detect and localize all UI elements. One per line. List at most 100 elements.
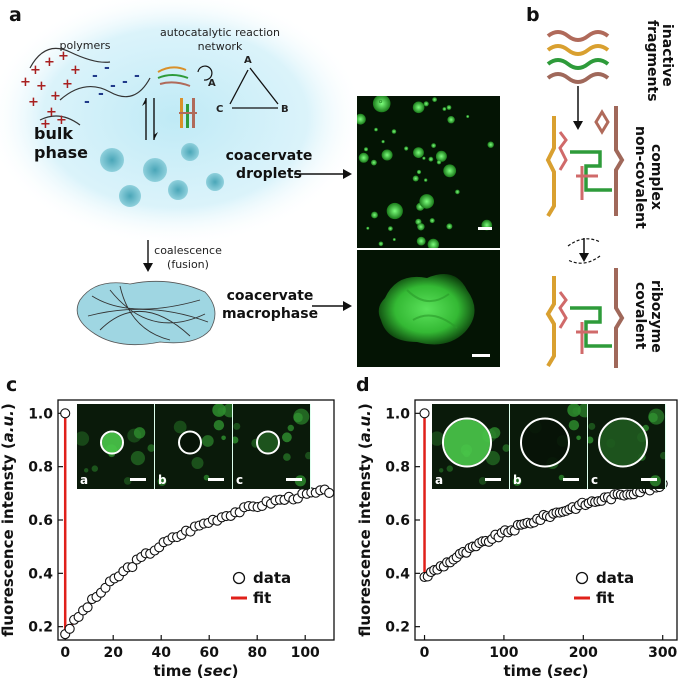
scale-bar: [286, 478, 302, 481]
droplet: [364, 147, 368, 152]
macrophase-image: [378, 274, 475, 345]
droplets-micrograph: [357, 96, 500, 248]
positive-charge: +: [70, 63, 81, 78]
x-tick-label: 200: [569, 645, 598, 661]
macrophase-blob: [76, 280, 216, 346]
inset-speckle: [293, 408, 310, 425]
bleach-spot: [258, 432, 278, 453]
droplet: [371, 211, 378, 219]
droplet: [423, 101, 429, 107]
y-tick-label: 0.2: [385, 620, 410, 636]
y-tick-label: 1.0: [28, 406, 53, 422]
y-tick-label: 0.6: [28, 513, 53, 529]
droplet: [412, 101, 425, 114]
droplet: [446, 223, 453, 230]
inset-speckle: [485, 451, 500, 466]
inset-speckle: [488, 427, 501, 439]
negative-charge: -: [122, 74, 128, 90]
panel-a-schematic: [0, 0, 360, 346]
x-axis-title: time (sec): [503, 662, 588, 680]
y-tick-label: 0.6: [385, 513, 410, 529]
y-tick-label: 0.8: [385, 460, 410, 476]
droplet: [416, 169, 422, 175]
droplet: [379, 100, 383, 104]
positive-charge: +: [20, 75, 31, 90]
inset-speckle: [588, 422, 596, 430]
bleach-spot: [180, 432, 200, 453]
droplet: [404, 146, 409, 151]
covalent-label-line1: covalent: [632, 282, 648, 350]
inset-speckle: [203, 474, 210, 481]
droplet: [432, 97, 437, 102]
scale-bar: [130, 478, 146, 481]
inset-image: [157, 404, 232, 486]
inset-label: b: [158, 473, 167, 487]
inset-speckle: [77, 431, 90, 446]
droplet: [357, 113, 366, 125]
droplets-label-line2: droplets: [236, 166, 302, 182]
inset-speckle: [432, 431, 445, 446]
droplet: [443, 164, 457, 178]
node-b: B: [281, 104, 289, 115]
negative-charge: -: [104, 60, 110, 76]
negative-charge: -: [98, 86, 104, 102]
droplet: [381, 149, 393, 161]
x-tick-label: 100: [489, 645, 518, 661]
data-point: [64, 623, 75, 634]
inset-speckle: [133, 427, 146, 439]
inset-speckle: [660, 451, 665, 460]
negative-charge: -: [110, 78, 116, 94]
positive-charge: +: [36, 79, 47, 94]
macrophase-micrograph: [357, 250, 500, 367]
inset-image: [77, 427, 154, 485]
bleach-roi-ring: [178, 430, 202, 455]
inset-label: c: [236, 473, 244, 487]
droplet: [429, 218, 435, 224]
droplet: [412, 175, 419, 182]
coalescence-label-line1: coalescence: [154, 244, 222, 257]
inset-speckle: [91, 465, 98, 472]
bleach-spot: [600, 419, 646, 466]
droplet: [427, 238, 439, 248]
inset-speckle: [648, 408, 665, 425]
inset-speckle: [173, 420, 187, 434]
inset-label: b: [513, 473, 522, 487]
data-point: [82, 602, 93, 613]
inset-label: c: [591, 473, 599, 487]
node-c: C: [216, 104, 224, 115]
droplet: [391, 129, 397, 134]
x-axis-title: time (sec): [153, 662, 238, 680]
inset-speckle: [233, 422, 241, 430]
droplet: [428, 156, 434, 162]
droplet: [372, 96, 391, 113]
scale-bar: [478, 227, 492, 230]
negative-charge: -: [134, 68, 140, 84]
inset-speckle: [157, 477, 167, 486]
data-point: [419, 408, 430, 419]
bleach-roi-ring: [442, 417, 492, 468]
inset-speckle: [287, 424, 294, 432]
macrophase-label-line1: coacervate: [226, 288, 314, 304]
coalescence-label-line2: (fusion): [167, 258, 209, 271]
droplet: [416, 236, 426, 246]
inset-speckle: [123, 477, 132, 485]
inset-speckle: [576, 435, 581, 441]
y-tick-label: 1.0: [385, 406, 410, 422]
inset-speckle: [127, 428, 142, 443]
inset-speckle: [439, 468, 444, 473]
inset-speckle: [502, 444, 509, 452]
y-axis-title: fluorescence intensty (a.u.): [356, 403, 374, 637]
inset-speckle: [568, 420, 580, 431]
x-tick-label: 80: [247, 645, 267, 661]
positive-charge: +: [62, 77, 73, 92]
inset-speckle: [305, 451, 310, 460]
bulk-label-line1: bulk: [34, 124, 73, 143]
y-tick-label: 0.8: [28, 460, 53, 476]
inset-speckle: [282, 432, 292, 443]
scale-bar: [472, 354, 490, 357]
x-tick-label: 300: [648, 645, 677, 661]
scale-bar: [208, 478, 224, 481]
frap-inset-b: b: [155, 404, 233, 489]
node-a-top: A: [244, 55, 252, 66]
inset-image: [233, 408, 310, 487]
